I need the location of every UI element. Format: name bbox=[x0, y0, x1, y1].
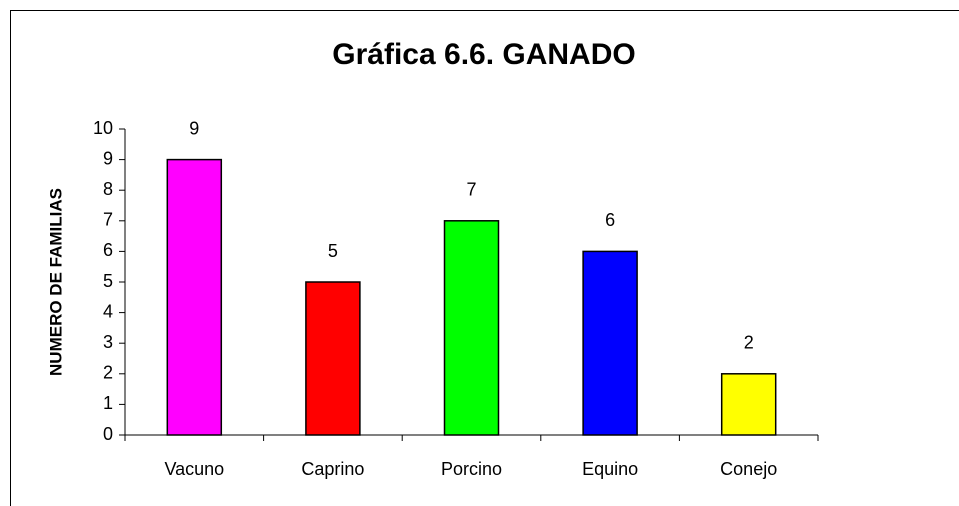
x-tick-label: Conejo bbox=[720, 459, 777, 479]
y-tick-label: 2 bbox=[103, 363, 113, 383]
data-label: 6 bbox=[605, 210, 615, 230]
x-tick-label: Vacuno bbox=[164, 459, 224, 479]
y-tick-label: 4 bbox=[103, 301, 113, 321]
data-label: 7 bbox=[466, 180, 476, 200]
chart-title: Gráfica 6.6. GANADO bbox=[332, 38, 635, 71]
y-tick-label: 1 bbox=[103, 393, 113, 413]
y-tick-label: 9 bbox=[103, 148, 113, 168]
y-tick-label: 7 bbox=[103, 210, 113, 230]
y-tick-label: 8 bbox=[103, 179, 113, 199]
y-tick-label: 3 bbox=[103, 332, 113, 352]
x-tick-label: Porcino bbox=[441, 459, 502, 479]
x-tick-label: Caprino bbox=[301, 459, 364, 479]
x-tick-label: Equino bbox=[582, 459, 638, 479]
bar bbox=[305, 281, 361, 436]
bar bbox=[166, 158, 223, 436]
bar bbox=[720, 373, 777, 436]
y-tick-label: 10 bbox=[93, 118, 113, 138]
y-axis-label: NUMERO DE FAMILIAS bbox=[46, 188, 65, 376]
data-label: 5 bbox=[328, 241, 338, 261]
y-tick-label: 5 bbox=[103, 271, 113, 291]
data-label: 9 bbox=[189, 118, 199, 138]
bar bbox=[582, 250, 638, 436]
bar bbox=[443, 220, 500, 436]
chart-frame bbox=[10, 10, 959, 506]
y-tick-label: 6 bbox=[103, 240, 113, 260]
y-tick-label: 0 bbox=[103, 424, 113, 444]
data-label: 2 bbox=[744, 333, 754, 353]
